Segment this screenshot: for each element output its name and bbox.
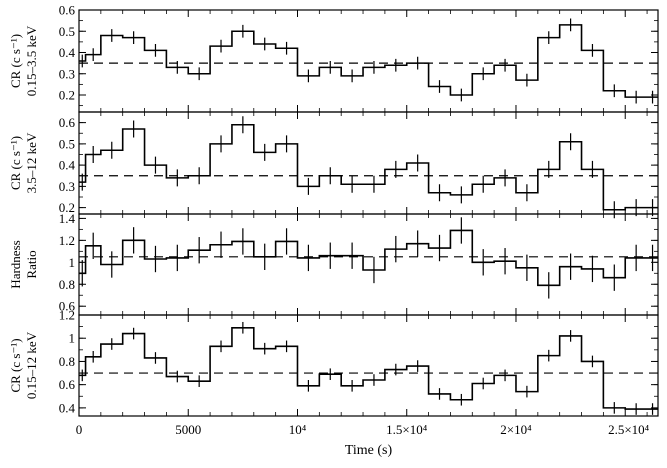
y-tick-label: 0.6	[59, 115, 76, 130]
x-tick-label: 2×10⁴	[500, 422, 532, 437]
x-axis-label: Time (s)	[345, 443, 393, 458]
y-axis-label: 0.15–12 keV	[24, 331, 39, 399]
y-tick-label: 0.3	[59, 66, 75, 81]
y-tick-label: 0.8	[59, 277, 75, 292]
y-tick-label: 0.5	[59, 136, 75, 151]
y-axis-label: Hardness	[8, 240, 23, 288]
x-tick-label: 1.5×10⁴	[386, 422, 428, 437]
y-tick-label: 0.3	[59, 179, 75, 194]
x-tick-label: 10⁴	[289, 422, 307, 437]
y-tick-label: 0.4	[59, 158, 76, 173]
y-tick-label: 1.4	[59, 211, 76, 226]
y-axis-label: CR (c s⁻¹)	[8, 136, 23, 190]
y-axis-label: CR (c s⁻¹)	[8, 338, 23, 392]
x-tick-label: 2.5×10⁴	[608, 422, 650, 437]
y-tick-label: 0.6	[59, 3, 76, 18]
y-tick-label: 0.8	[59, 354, 75, 369]
y-tick-label: 1	[69, 331, 76, 346]
y-tick-label: 0.6	[59, 377, 76, 392]
panel-frame	[78, 111, 659, 215]
y-tick-label: 0.2	[59, 88, 75, 103]
y-tick-label: 0.4	[59, 45, 76, 60]
y-axis-label: 0.15–3.5 keV	[24, 25, 39, 96]
y-tick-label: 0.2	[59, 200, 75, 215]
x-tick-label: 0	[76, 422, 83, 437]
y-tick-label: 0.6	[59, 299, 76, 314]
y-tick-label: 1.2	[59, 233, 75, 248]
y-axis-label: Ratio	[24, 250, 39, 278]
y-axis-label: 3.5–12 keV	[24, 132, 39, 193]
lightcurve-series	[79, 326, 658, 410]
y-tick-label: 1.2	[59, 308, 75, 323]
y-tick-label: 0.5	[59, 24, 75, 39]
lightcurve-series	[79, 24, 658, 98]
lightcurve-series	[79, 229, 658, 287]
y-axis-label: CR (c s⁻¹)	[8, 34, 23, 88]
y-tick-label: 0.4	[59, 400, 76, 415]
y-tick-label: 1	[69, 255, 76, 270]
x-tick-label: 5000	[175, 422, 201, 437]
panel-frame	[78, 314, 659, 417]
